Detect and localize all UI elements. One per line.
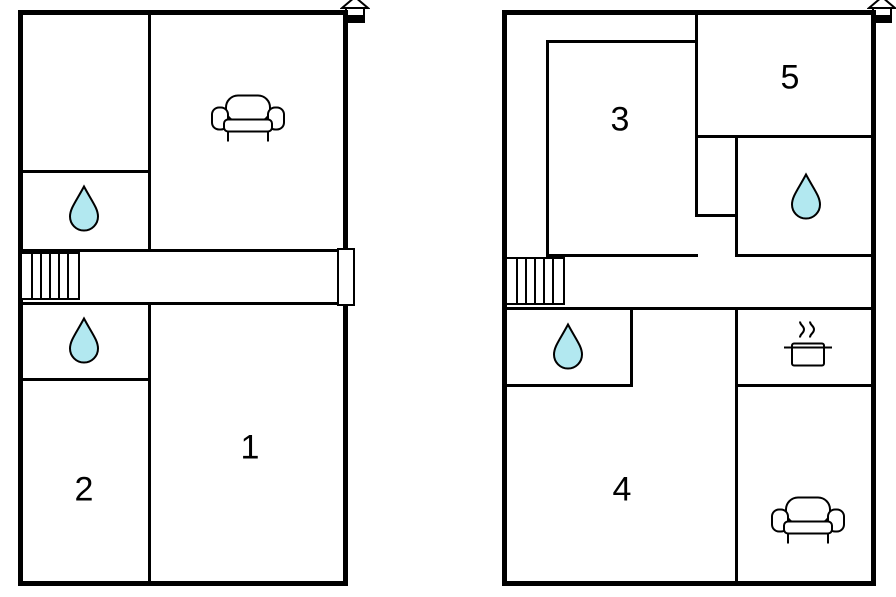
wall-inner xyxy=(695,10,698,138)
water-drop-icon xyxy=(66,184,102,237)
water-drop-icon xyxy=(788,172,824,225)
wall-inner xyxy=(18,170,151,173)
wall-inner xyxy=(630,307,633,387)
sofa-icon xyxy=(206,90,290,151)
door-icon xyxy=(337,248,355,306)
wall-inner xyxy=(502,384,633,387)
home-badge-icon xyxy=(867,0,896,30)
wall-inner xyxy=(546,40,549,256)
home-badge-icon xyxy=(340,0,370,30)
wall-outer xyxy=(871,10,876,586)
wall-inner xyxy=(695,135,876,138)
stairs-icon xyxy=(20,252,80,300)
wall-outer xyxy=(18,581,348,586)
wall-inner xyxy=(148,10,151,252)
wall-outer xyxy=(502,581,876,586)
cooking-pot-icon xyxy=(778,318,838,379)
sofa-icon xyxy=(766,492,850,553)
room-label-2: 2 xyxy=(75,471,94,510)
wall-inner xyxy=(148,302,151,586)
wall-inner xyxy=(695,135,698,217)
wall-inner xyxy=(546,40,698,43)
stairs-icon xyxy=(505,257,565,305)
water-drop-icon xyxy=(66,316,102,369)
wall-inner xyxy=(502,307,876,310)
wall-inner xyxy=(695,214,738,217)
water-drop-icon xyxy=(550,322,586,375)
wall-inner xyxy=(735,135,738,257)
wall-inner xyxy=(18,302,348,305)
wall-outer xyxy=(18,10,348,15)
wall-inner xyxy=(18,378,151,381)
wall-inner xyxy=(735,254,876,257)
room-label-1: 1 xyxy=(241,429,260,468)
room-label-5: 5 xyxy=(781,59,800,98)
room-label-3: 3 xyxy=(611,101,630,140)
wall-inner xyxy=(735,307,738,586)
wall-inner xyxy=(546,254,698,257)
room-label-4: 4 xyxy=(613,471,632,510)
wall-outer xyxy=(502,10,876,15)
floor-plan-canvas: { "type": "floor-plan", "canvas": { "wid… xyxy=(0,0,896,597)
wall-inner xyxy=(735,384,876,387)
